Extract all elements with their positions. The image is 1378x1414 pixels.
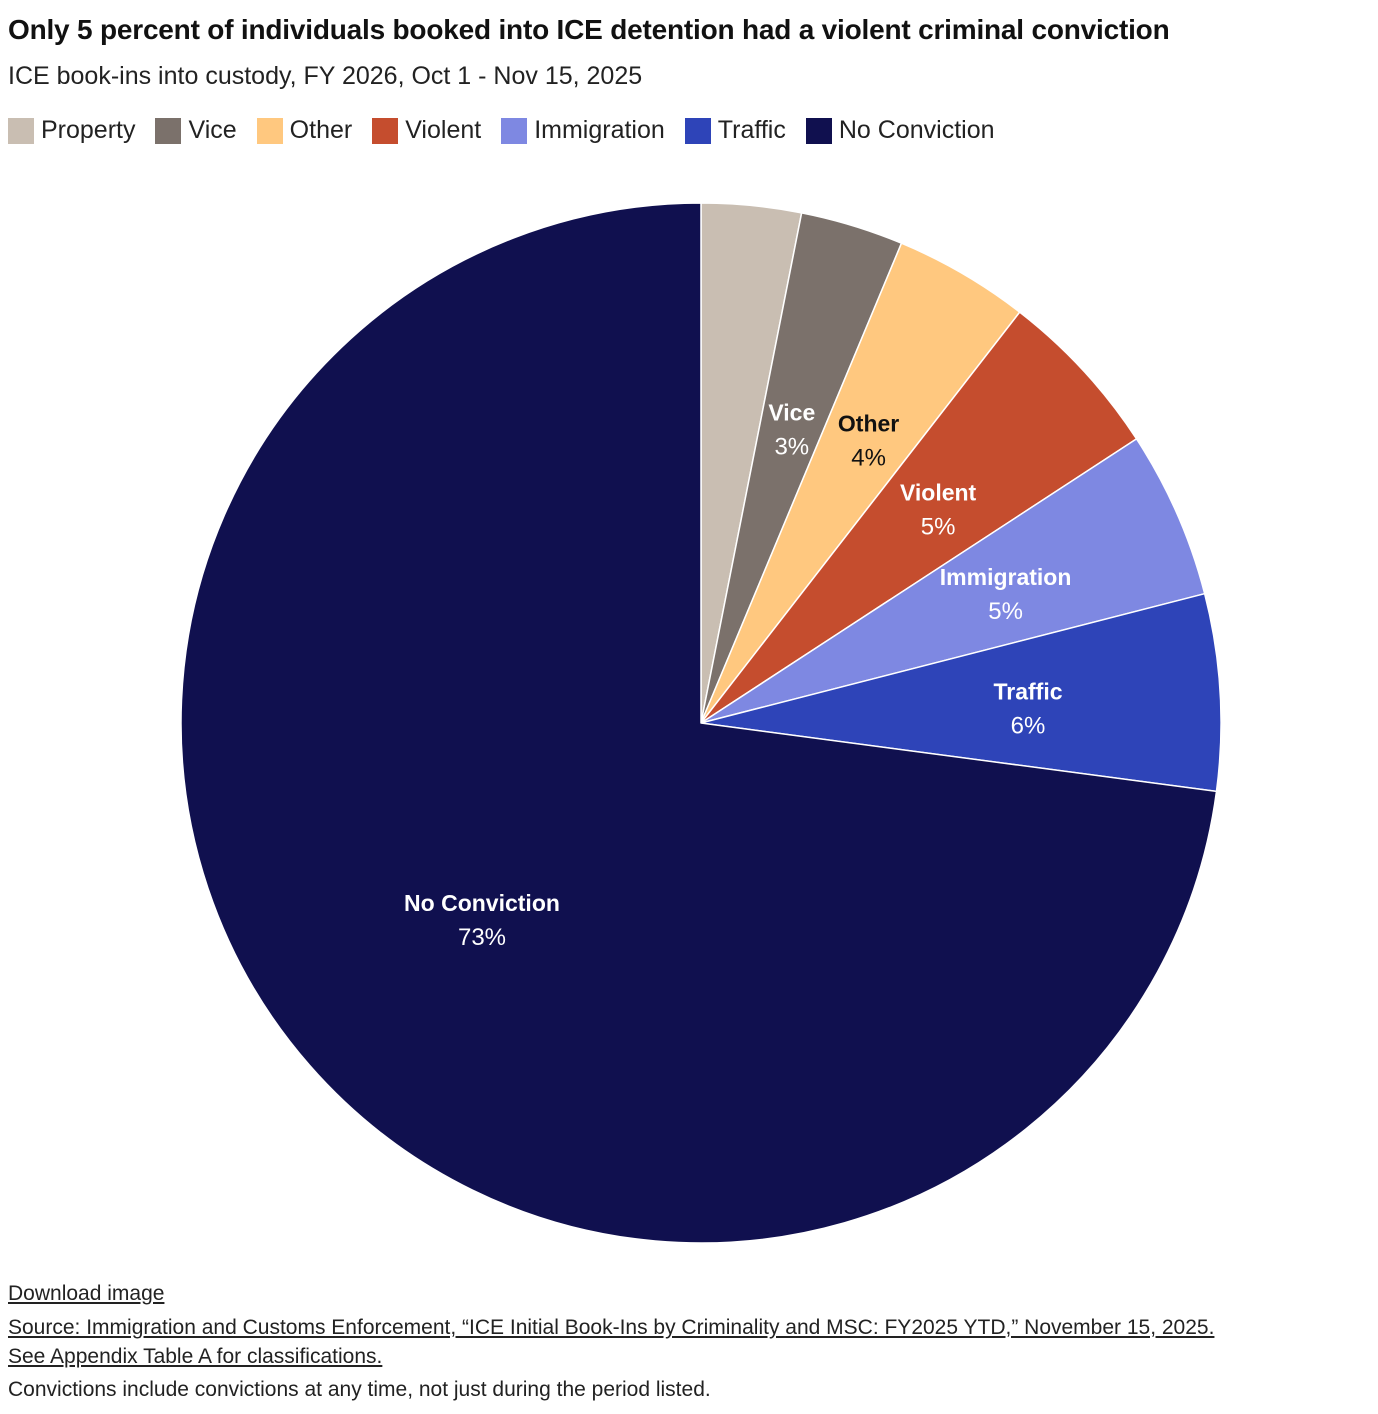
slice-label-immigration: Immigration [940, 564, 1072, 590]
slice-percent-no-conviction: 73% [458, 924, 506, 951]
source-footer-line-1: Source: Immigration and Customs Enforcem… [8, 1316, 1214, 1340]
legend-item-immigration: Immigration [501, 116, 665, 145]
slice-label-traffic: Traffic [993, 679, 1062, 705]
legend-swatch-no-conviction [805, 117, 832, 144]
legend-swatch-property [8, 117, 34, 144]
legend-label-violent: Violent [405, 116, 482, 144]
chart-subtitle: ICE book-ins into custody, FY 2026, Oct … [8, 62, 643, 90]
slice-label-violent: Violent [900, 480, 977, 506]
legend-label-traffic: Traffic [717, 116, 786, 144]
legend-swatch-other [256, 117, 283, 144]
pie-labels: Vice 3% Other 4% Violent 5% Immigration 5% Traff… [404, 400, 1071, 951]
pie-slice-traffic[interactable] [700, 592, 1222, 793]
legend-swatch-immigration [501, 117, 528, 144]
legend-swatch-violent [372, 117, 399, 144]
source-link[interactable]: Source: Immigration and Customs Enforcem… [8, 1316, 1215, 1339]
legend-label-property: Property [41, 116, 136, 144]
legend-item-violent: Violent [372, 116, 481, 145]
slice-label-other: Other [838, 411, 899, 437]
legend-item-traffic: Traffic [684, 116, 786, 145]
slice-label-no-conviction: No Conviction [404, 890, 560, 916]
legend-item-no-conviction: No Conviction [805, 116, 995, 145]
legend-label-no-conviction: No Conviction [838, 116, 995, 144]
slice-percent-violent: 5% [921, 514, 956, 541]
slice-percent-vice: 3% [774, 434, 809, 461]
legend: Property Vice Other Violent Immigration … [8, 116, 1015, 145]
slice-label-vice: Vice [768, 400, 815, 426]
legend-label-other: Other [289, 116, 353, 144]
chart-title: Only 5 percent of individuals booked int… [8, 14, 1170, 45]
legend-label-vice: Vice [188, 116, 237, 144]
slice-percent-traffic: 6% [1011, 713, 1046, 740]
pie-slice-violent[interactable] [700, 311, 1138, 724]
legend-swatch-traffic [684, 117, 711, 144]
pie-slice-no-conviction[interactable] [180, 202, 1218, 1244]
slice-percent-immigration: 5% [988, 598, 1023, 625]
footnote: Convictions include convictions at any t… [8, 1378, 711, 1401]
legend-swatch-vice [155, 117, 182, 144]
legend-item-other: Other [256, 116, 353, 145]
pie-slices [180, 202, 1222, 1244]
legend-item-property: Property [8, 116, 135, 145]
legend-item-vice: Vice [155, 116, 237, 145]
download-image-link[interactable]: Download image [8, 1282, 165, 1305]
appendix-link[interactable]: See Appendix Table A for classifications… [8, 1345, 383, 1368]
download-image-footer: Download image [8, 1282, 164, 1306]
slice-percent-other: 4% [851, 445, 886, 472]
pie-slice-immigration[interactable] [700, 438, 1206, 724]
source-footer-line-2: See Appendix Table A for classifications… [8, 1345, 382, 1369]
legend-label-immigration: Immigration [534, 116, 665, 144]
